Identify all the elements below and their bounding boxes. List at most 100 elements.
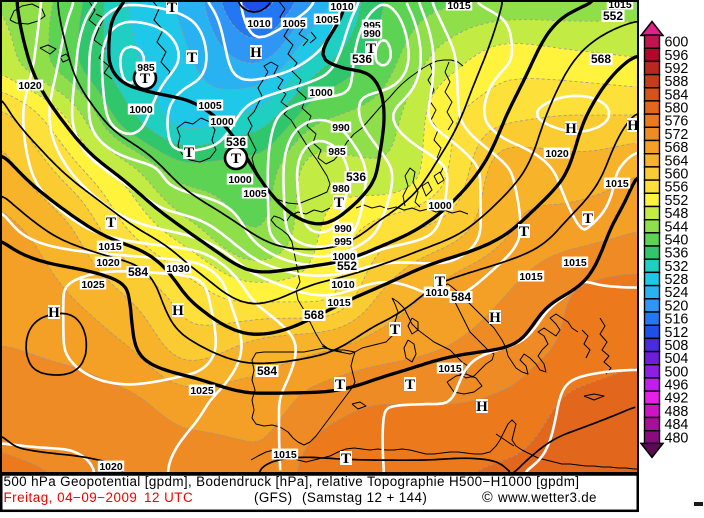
svg-text:572: 572 xyxy=(665,127,689,143)
svg-text:528: 528 xyxy=(665,272,689,288)
svg-text:576: 576 xyxy=(665,114,689,130)
svg-text:H: H xyxy=(250,45,262,61)
svg-text:985: 985 xyxy=(328,146,346,158)
svg-text:516: 516 xyxy=(665,312,689,328)
svg-text:552: 552 xyxy=(665,193,689,209)
svg-text:1015: 1015 xyxy=(327,297,351,309)
svg-text:600: 600 xyxy=(665,35,689,51)
svg-text:552: 552 xyxy=(603,9,623,23)
svg-text:©: © xyxy=(482,490,493,506)
svg-text:T: T xyxy=(366,41,376,57)
svg-text:H: H xyxy=(48,305,60,321)
svg-text:536: 536 xyxy=(226,135,246,149)
svg-text:536: 536 xyxy=(346,170,366,184)
svg-text:508: 508 xyxy=(665,338,689,354)
svg-text:532: 532 xyxy=(665,259,689,275)
svg-text:1000: 1000 xyxy=(210,116,234,128)
svg-text:1015: 1015 xyxy=(98,241,122,253)
svg-text:H: H xyxy=(565,121,577,137)
svg-text:568: 568 xyxy=(665,140,689,156)
svg-text:T: T xyxy=(341,451,351,467)
svg-text:1000: 1000 xyxy=(309,87,333,99)
svg-text:T: T xyxy=(106,215,116,231)
svg-text:584: 584 xyxy=(451,290,471,304)
svg-text:1005: 1005 xyxy=(243,188,267,200)
svg-text:H: H xyxy=(489,310,501,326)
svg-text:1020: 1020 xyxy=(545,148,569,160)
svg-text:560: 560 xyxy=(665,167,689,183)
svg-text:1015: 1015 xyxy=(605,178,629,190)
svg-text:520: 520 xyxy=(665,298,689,314)
svg-text:540: 540 xyxy=(665,232,689,248)
svg-text:Freitag, 04−09−2009: Freitag, 04−09−2009 xyxy=(4,490,138,505)
svg-text:1025: 1025 xyxy=(81,279,105,291)
svg-text:1020: 1020 xyxy=(18,80,42,92)
svg-text:T: T xyxy=(583,211,593,227)
svg-text:496: 496 xyxy=(665,378,689,394)
svg-text:1015: 1015 xyxy=(608,0,632,11)
svg-text:580: 580 xyxy=(665,101,689,117)
svg-text:596: 596 xyxy=(665,48,689,64)
svg-text:588: 588 xyxy=(665,74,689,90)
svg-text:1015: 1015 xyxy=(273,449,297,461)
svg-text:H: H xyxy=(476,399,488,415)
svg-text:564: 564 xyxy=(665,153,689,169)
svg-text:1000: 1000 xyxy=(428,200,452,212)
svg-text:H: H xyxy=(172,303,184,319)
svg-text:548: 548 xyxy=(665,206,689,222)
svg-text:568: 568 xyxy=(304,308,324,322)
svg-text:(Samstag 12 + 144): (Samstag 12 + 144) xyxy=(302,490,427,505)
svg-text:504: 504 xyxy=(665,351,689,367)
svg-text:980: 980 xyxy=(332,183,350,195)
svg-text:T: T xyxy=(140,71,150,87)
svg-text:www.wetter3.de: www.wetter3.de xyxy=(497,490,597,505)
svg-text:T: T xyxy=(167,0,177,16)
svg-text:1020: 1020 xyxy=(99,461,123,473)
svg-text:990: 990 xyxy=(363,28,381,40)
svg-text:1005: 1005 xyxy=(315,14,339,26)
svg-text:512: 512 xyxy=(665,325,689,341)
svg-text:1020: 1020 xyxy=(96,257,120,269)
svg-text:568: 568 xyxy=(591,52,611,66)
svg-text:544: 544 xyxy=(665,219,689,235)
svg-text:1005: 1005 xyxy=(282,18,306,30)
svg-text:(GFS): (GFS) xyxy=(254,490,292,505)
svg-text:484: 484 xyxy=(665,417,689,433)
svg-text:584: 584 xyxy=(128,265,148,279)
svg-text:T: T xyxy=(390,322,400,338)
svg-text:584: 584 xyxy=(257,364,277,378)
svg-text:T: T xyxy=(335,377,345,393)
svg-text:T: T xyxy=(435,274,445,290)
svg-text:1015: 1015 xyxy=(563,257,587,269)
svg-text:1010: 1010 xyxy=(247,18,271,30)
svg-text:1025: 1025 xyxy=(190,385,214,397)
svg-text:500 hPa Geopotential [gpdm], B: 500 hPa Geopotential [gpdm], Bodendruck … xyxy=(4,474,580,489)
svg-text:592: 592 xyxy=(665,61,689,77)
svg-text:990: 990 xyxy=(334,223,352,235)
svg-text:488: 488 xyxy=(665,404,689,420)
svg-text:556: 556 xyxy=(665,180,689,196)
svg-text:552: 552 xyxy=(337,259,357,273)
svg-text:1010: 1010 xyxy=(330,1,354,13)
svg-text:990: 990 xyxy=(332,122,350,134)
svg-text:536: 536 xyxy=(352,52,372,66)
svg-text:1000: 1000 xyxy=(129,104,153,116)
svg-text:480: 480 xyxy=(665,430,689,446)
svg-text:12 UTC: 12 UTC xyxy=(144,490,193,505)
svg-text:492: 492 xyxy=(665,391,689,407)
svg-text:524: 524 xyxy=(665,285,689,301)
svg-text:H: H xyxy=(627,118,639,134)
svg-text:536: 536 xyxy=(665,246,689,262)
svg-text:1015: 1015 xyxy=(447,0,471,12)
svg-text:T: T xyxy=(334,195,344,211)
svg-text:1015: 1015 xyxy=(438,363,462,375)
svg-text:1030: 1030 xyxy=(166,263,190,275)
svg-text:T: T xyxy=(519,224,529,240)
svg-text:1015: 1015 xyxy=(519,271,543,283)
svg-text:1000: 1000 xyxy=(228,174,252,186)
svg-text:1010: 1010 xyxy=(331,279,355,291)
svg-text:1010: 1010 xyxy=(425,287,449,299)
svg-text:500: 500 xyxy=(665,364,689,380)
svg-text:T: T xyxy=(184,145,194,161)
svg-text:995: 995 xyxy=(334,236,352,248)
